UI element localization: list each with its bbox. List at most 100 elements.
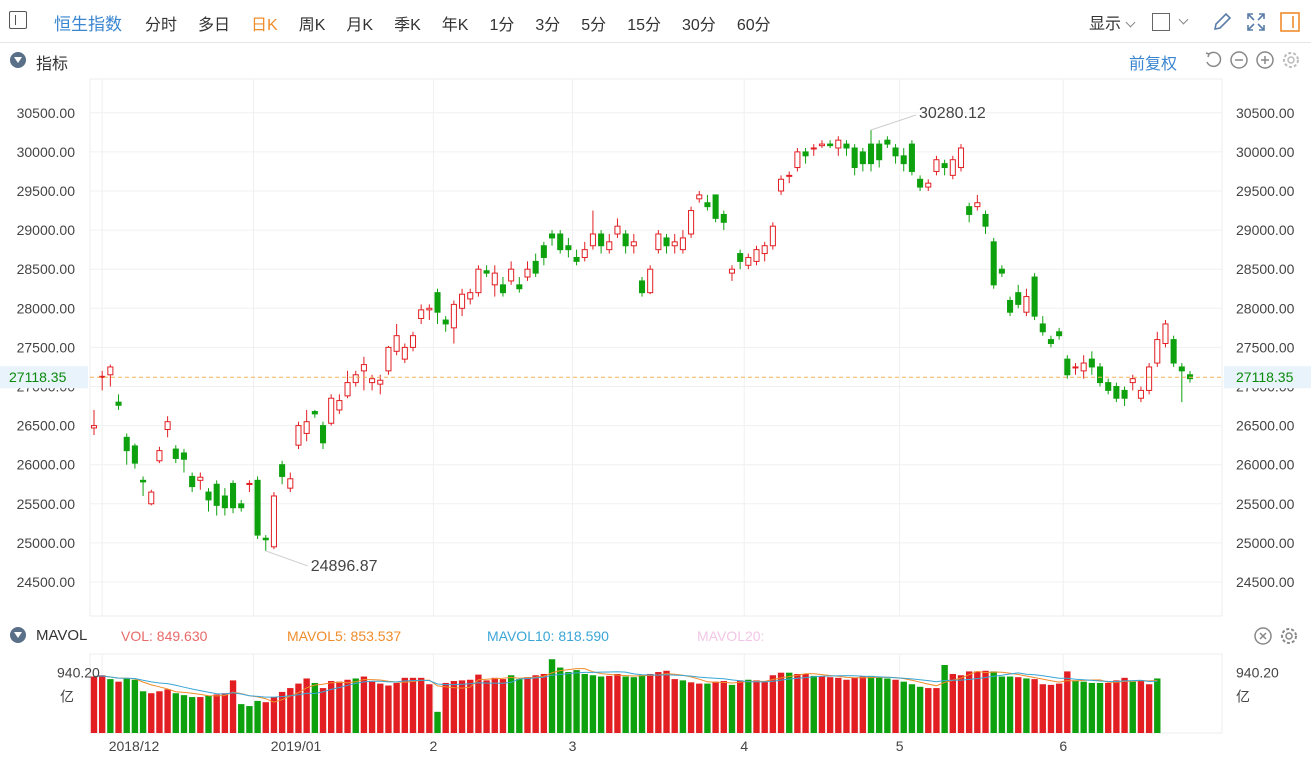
volume-bar <box>442 682 449 733</box>
candle <box>508 268 515 282</box>
sidebar-toggle-icon[interactable] <box>9 11 27 29</box>
overlay-checkbox[interactable] <box>1152 13 1170 31</box>
candle <box>532 260 539 274</box>
volume-bar <box>532 675 539 733</box>
index-title[interactable]: 恒生指数 <box>54 15 122 34</box>
candle <box>1162 323 1169 344</box>
y-tick-label-left: 24500.00 <box>17 574 76 590</box>
volume-bar <box>663 670 670 733</box>
candle <box>998 268 1005 274</box>
tab-7[interactable]: 1分 <box>489 17 515 34</box>
candle <box>140 479 147 483</box>
candle <box>688 210 695 235</box>
candle <box>876 143 883 161</box>
candle <box>328 397 335 424</box>
candle <box>1096 366 1104 384</box>
volume-bar <box>1121 677 1128 733</box>
zoom-in-icon[interactable] <box>1255 50 1275 70</box>
fullscreen-icon[interactable] <box>1245 11 1267 33</box>
volume-bar <box>344 679 351 733</box>
collapse-toggle-icon[interactable] <box>10 52 26 68</box>
volume-bar <box>884 678 891 733</box>
candle <box>761 245 768 255</box>
candle <box>1154 339 1161 364</box>
candle <box>720 213 727 223</box>
x-tick-label: 6 <box>1059 738 1067 754</box>
collapse-toggle-icon[interactable] <box>10 627 26 643</box>
candle <box>1170 339 1177 364</box>
candle <box>311 411 318 415</box>
volume-bar <box>736 680 744 733</box>
tab-0[interactable]: 分时 <box>145 17 178 34</box>
pencil-icon[interactable] <box>1211 11 1233 33</box>
tab-4[interactable]: 月K <box>346 17 374 34</box>
candle <box>197 476 204 481</box>
tab-10[interactable]: 15分 <box>627 17 661 34</box>
volume-bar <box>712 681 719 733</box>
indicator-label[interactable]: 指标 <box>36 56 69 73</box>
volume-bar <box>655 672 662 733</box>
candle <box>949 159 956 176</box>
display-dropdown[interactable]: 显示 <box>1089 10 1136 34</box>
candle <box>679 237 686 251</box>
candle <box>1121 389 1128 399</box>
undo-icon[interactable] <box>1203 50 1223 70</box>
settings-icon[interactable] <box>1281 50 1301 70</box>
y-tick-label-right: 30000.00 <box>1236 144 1295 160</box>
tab-6[interactable]: 年K <box>441 17 469 34</box>
tab-3[interactable]: 周K <box>298 17 326 34</box>
sidebar-panel-icon[interactable] <box>1279 11 1301 33</box>
indicator-tools <box>1197 50 1301 70</box>
tab-12[interactable]: 60分 <box>736 17 771 34</box>
tab-11[interactable]: 30分 <box>682 17 716 34</box>
volume-bar <box>761 681 768 733</box>
volume-bar <box>278 691 286 733</box>
volume-bar <box>949 673 956 733</box>
y-tick-label-left: 28000.00 <box>17 300 76 316</box>
tab-8[interactable]: 3分 <box>535 17 561 34</box>
candle <box>982 213 989 227</box>
volume-bar <box>287 688 294 733</box>
candle <box>933 159 940 172</box>
price-adjust-select[interactable]: 前复权 <box>1128 56 1177 73</box>
candle <box>908 143 915 172</box>
volume-bar <box>1137 680 1145 733</box>
candle <box>638 280 646 294</box>
tab-1[interactable]: 多日 <box>198 17 231 34</box>
volume-bar <box>704 683 711 733</box>
volume-bar <box>810 675 817 733</box>
max-leader <box>870 114 917 131</box>
tab-2[interactable]: 日K <box>251 17 278 34</box>
candle <box>295 425 302 446</box>
candle <box>1064 358 1071 376</box>
mavol-label[interactable]: MAVOL <box>36 627 88 644</box>
zoom-out-icon[interactable] <box>1229 50 1249 70</box>
x-tick-label: 2 <box>430 738 438 754</box>
volume-bar <box>336 681 343 733</box>
volume-bar <box>957 675 965 733</box>
candle <box>745 256 752 266</box>
candle <box>156 450 163 462</box>
tab-9[interactable]: 5分 <box>581 17 607 34</box>
y-tick-label-left: 29000.00 <box>17 222 76 238</box>
candle <box>540 245 547 258</box>
tab-5[interactable]: 季K <box>394 17 421 34</box>
candle <box>360 364 367 372</box>
volume-bar <box>1006 676 1014 733</box>
volume-bar <box>1088 682 1096 733</box>
close-panel-icon[interactable] <box>1253 626 1273 646</box>
volume-bar <box>123 678 130 733</box>
candle <box>867 143 875 165</box>
volume-bar <box>475 674 482 733</box>
candle <box>957 147 965 169</box>
volume-bar <box>1096 682 1104 733</box>
volume-bar <box>1031 679 1038 733</box>
x-tick-label: 4 <box>740 738 748 754</box>
y-tick-label-left: 25500.00 <box>17 496 76 512</box>
candle <box>884 139 891 145</box>
candle <box>769 225 776 247</box>
y-tick-label-left: 30500.00 <box>17 105 76 121</box>
settings-icon[interactable] <box>1279 626 1299 646</box>
candle <box>647 268 654 294</box>
